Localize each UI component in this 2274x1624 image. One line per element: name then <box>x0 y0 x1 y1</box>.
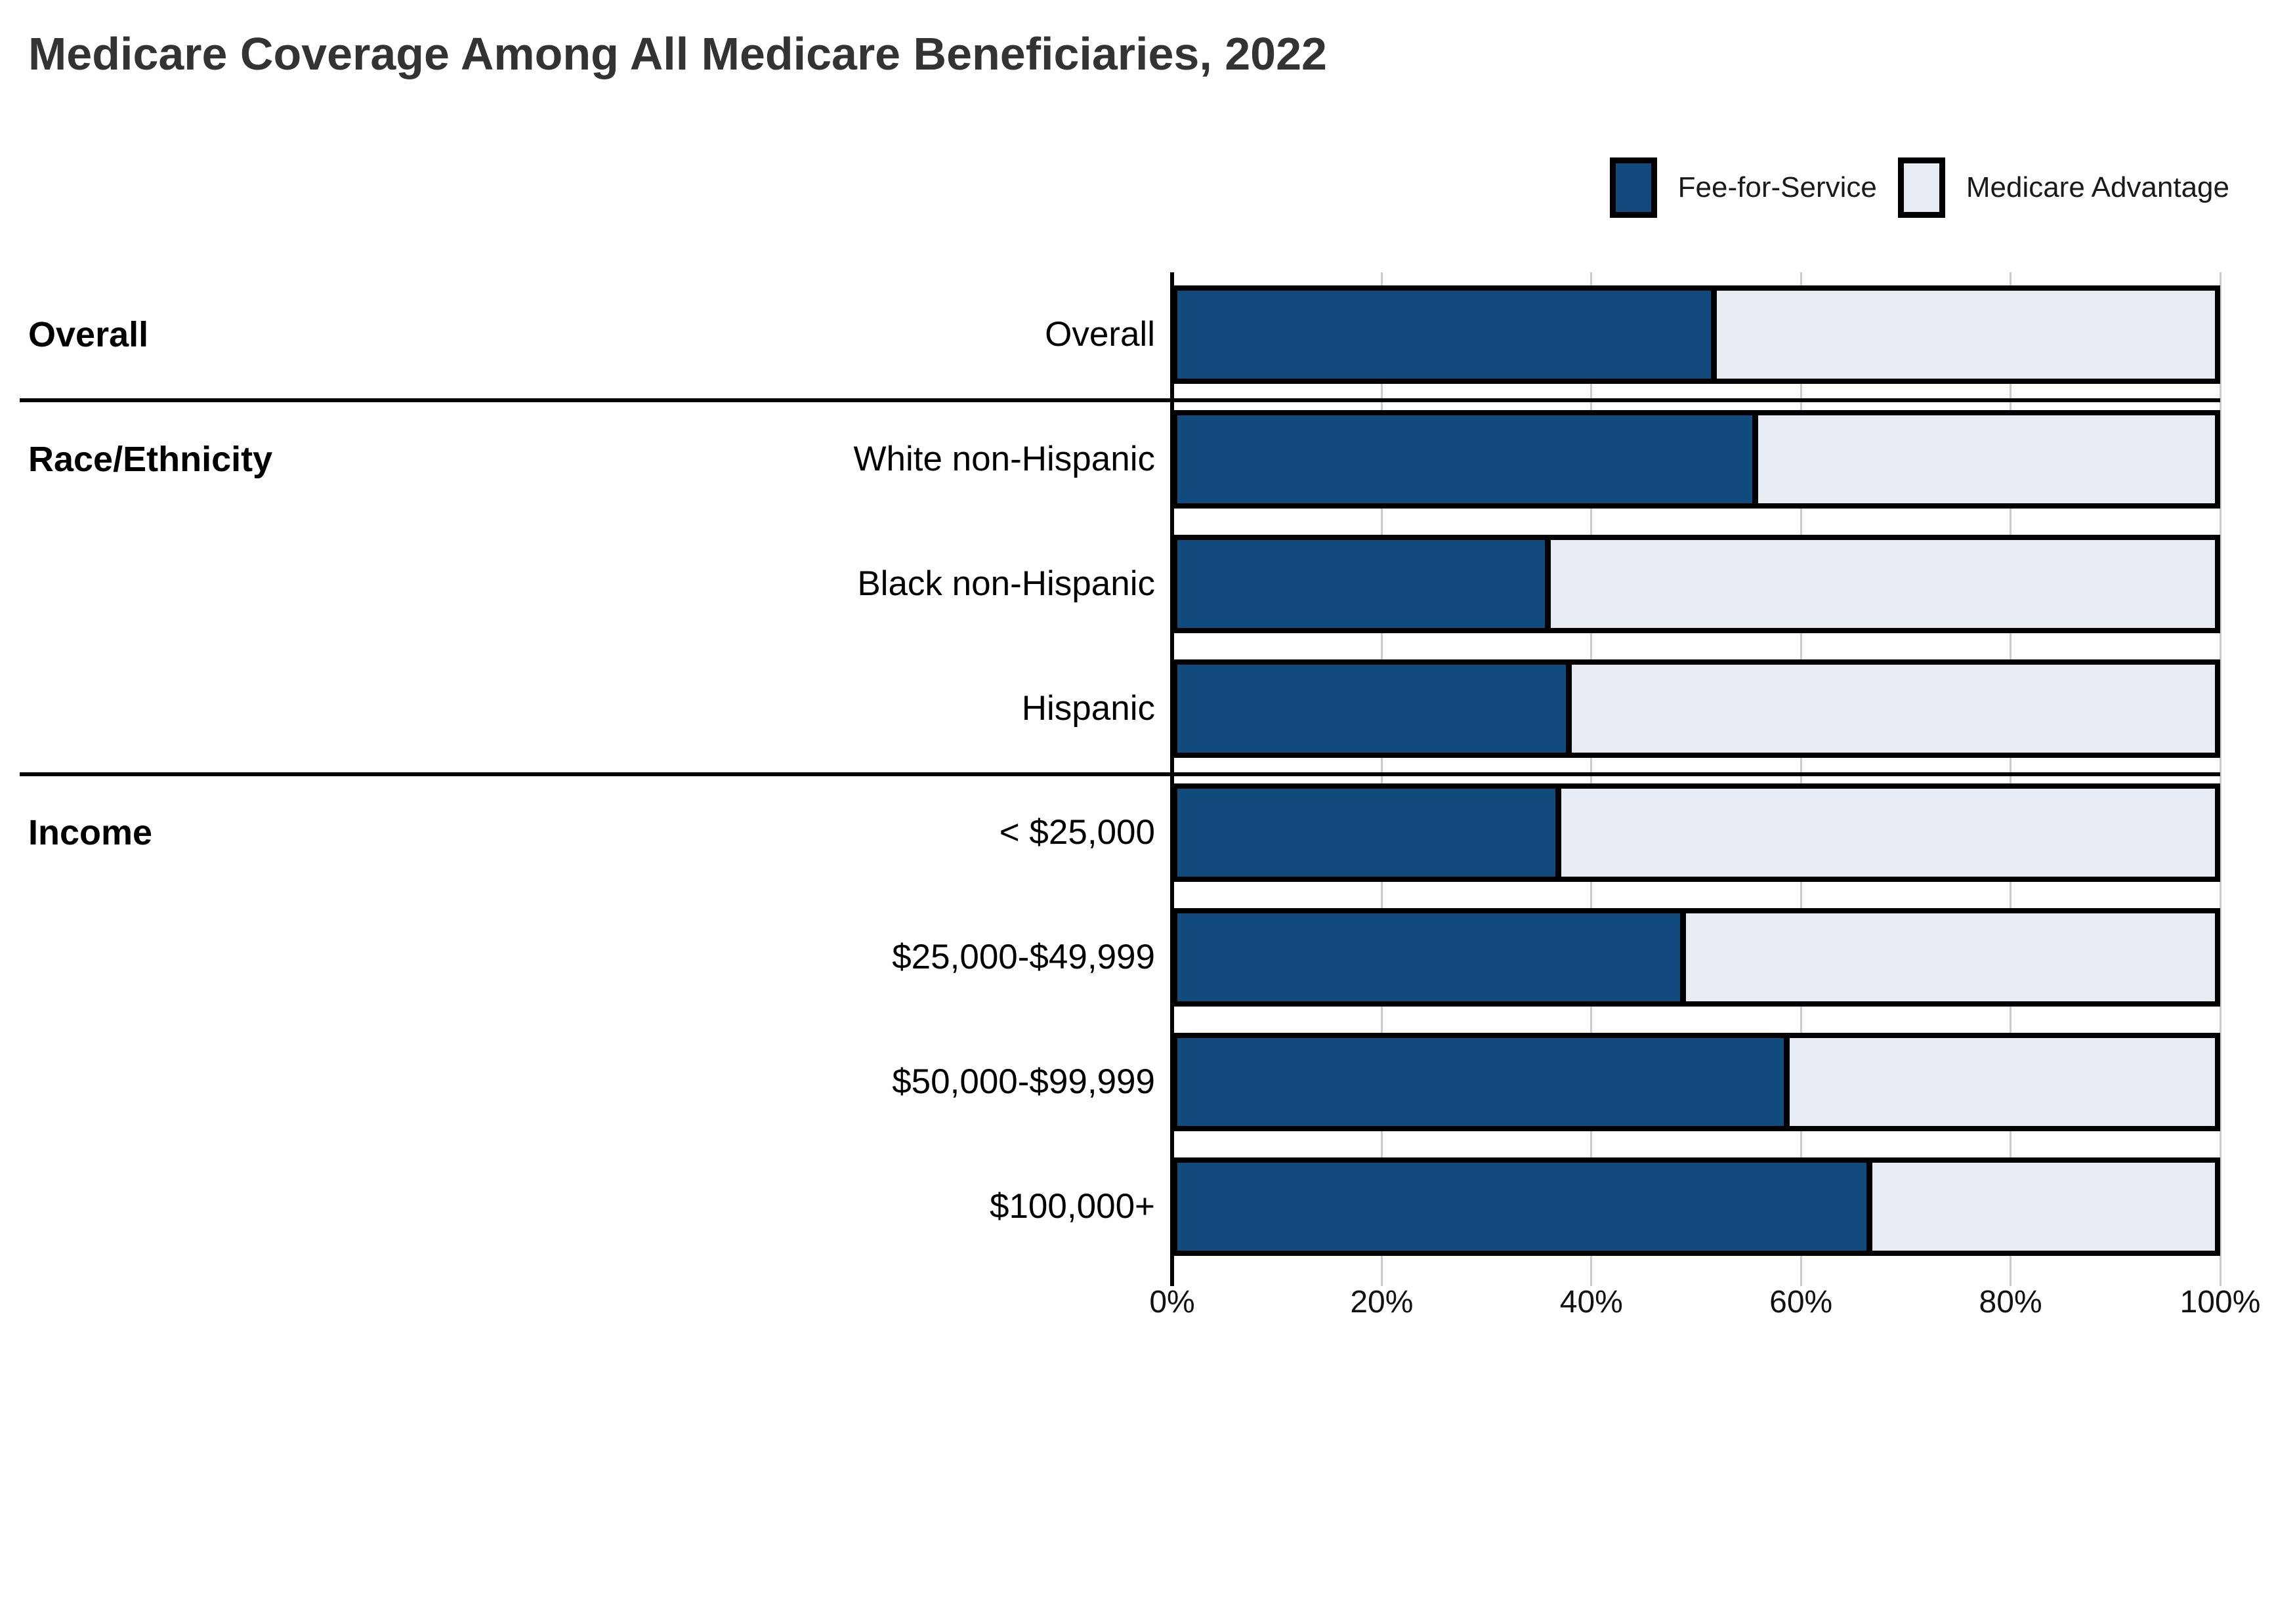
axis-tick-40 <box>1590 1269 1593 1286</box>
gridline-60 <box>1800 272 1802 1269</box>
x-tick-label-20: 20% <box>1350 1285 1414 1320</box>
legend: Fee-for-Service Medicare Advantage <box>1609 157 2229 218</box>
chart-title: Medicare Coverage Among All Medicare Ben… <box>28 28 1327 79</box>
category-label-25-000-49-999: $25,000-$49,999 <box>892 938 1155 977</box>
category-label-25-000: < $25,000 <box>999 813 1155 852</box>
gridline-80 <box>2010 272 2012 1269</box>
bar-segment-medicare-advantage-25-000-49-999[interactable] <box>1685 913 2215 1002</box>
bar-segment-medicare-advantage-black-non-hispanic[interactable] <box>1551 539 2215 628</box>
bar-segment-fee-for-service-white-non-hispanic[interactable] <box>1177 415 1759 503</box>
category-label-100-000: $100,000+ <box>989 1187 1155 1226</box>
axis-tick-80 <box>2010 1269 2012 1286</box>
bar-50-000-99-999 <box>1172 1033 2220 1132</box>
bar-25-000 <box>1172 783 2220 883</box>
category-label-overall: Overall <box>1045 314 1155 354</box>
legend-label-medicare-advantage: Medicare Advantage <box>1966 171 2229 203</box>
x-tick-label-100: 100% <box>2179 1285 2261 1320</box>
category-label-white-non-hispanic: White non-Hispanic <box>853 439 1155 478</box>
bar-segment-fee-for-service-25-000-49-999[interactable] <box>1177 913 1686 1002</box>
bar-segment-medicare-advantage-overall[interactable] <box>1717 290 2215 379</box>
bar-segment-medicare-advantage-white-non-hispanic[interactable] <box>1758 415 2215 503</box>
bar-black-non-hispanic <box>1172 534 2220 633</box>
bar-segment-medicare-advantage-25-000[interactable] <box>1561 789 2215 877</box>
legend-label-fee-for-service: Fee-for-Service <box>1677 171 1877 203</box>
bar-100-000 <box>1172 1157 2220 1257</box>
axis-tick-20 <box>1380 1269 1383 1286</box>
bar-hispanic <box>1172 659 2220 758</box>
bar-segment-fee-for-service-hispanic[interactable] <box>1177 664 1572 753</box>
group-separator-1 <box>20 772 2220 776</box>
legend-swatch-medicare-advantage[interactable] <box>1897 157 1945 218</box>
bar-segment-fee-for-service-overall[interactable] <box>1177 290 1717 379</box>
group-separator-0 <box>20 398 2220 402</box>
category-label-hispanic: Hispanic <box>1021 688 1155 728</box>
x-tick-label-40: 40% <box>1559 1285 1623 1320</box>
x-tick-label-60: 60% <box>1769 1285 1833 1320</box>
bar-segment-fee-for-service-25-000[interactable] <box>1177 789 1561 877</box>
axis-tick-0 <box>1170 1269 1174 1286</box>
gridline-100 <box>2219 272 2221 1269</box>
bar-segment-fee-for-service-black-non-hispanic[interactable] <box>1177 539 1551 628</box>
bar-overall <box>1172 285 2220 384</box>
bar-segment-medicare-advantage-hispanic[interactable] <box>1571 664 2215 753</box>
legend-swatch-fee-for-service[interactable] <box>1609 157 1657 218</box>
gridline-20 <box>1380 272 1383 1269</box>
group-label-race-ethnicity: Race/Ethnicity <box>28 439 273 479</box>
bar-25-000-49-999 <box>1172 908 2220 1007</box>
y-axis-line <box>1170 272 1174 1269</box>
bar-segment-fee-for-service-50-000-99-999[interactable] <box>1177 1038 1790 1127</box>
axis-tick-100 <box>2219 1269 2221 1286</box>
x-tick-label-0: 0% <box>1149 1285 1195 1320</box>
bar-segment-fee-for-service-100-000[interactable] <box>1177 1163 1873 1251</box>
group-label-income: Income <box>28 813 153 853</box>
category-label-black-non-hispanic: Black non-Hispanic <box>857 564 1155 603</box>
bar-white-non-hispanic <box>1172 409 2220 509</box>
bar-segment-medicare-advantage-100-000[interactable] <box>1872 1163 2215 1251</box>
bar-segment-medicare-advantage-50-000-99-999[interactable] <box>1789 1038 2215 1127</box>
gridline-40 <box>1590 272 1593 1269</box>
group-label-overall: Overall <box>28 314 149 354</box>
category-label-50-000-99-999: $50,000-$99,999 <box>892 1062 1155 1102</box>
axis-tick-60 <box>1800 1269 1802 1286</box>
x-tick-label-80: 80% <box>1979 1285 2042 1320</box>
